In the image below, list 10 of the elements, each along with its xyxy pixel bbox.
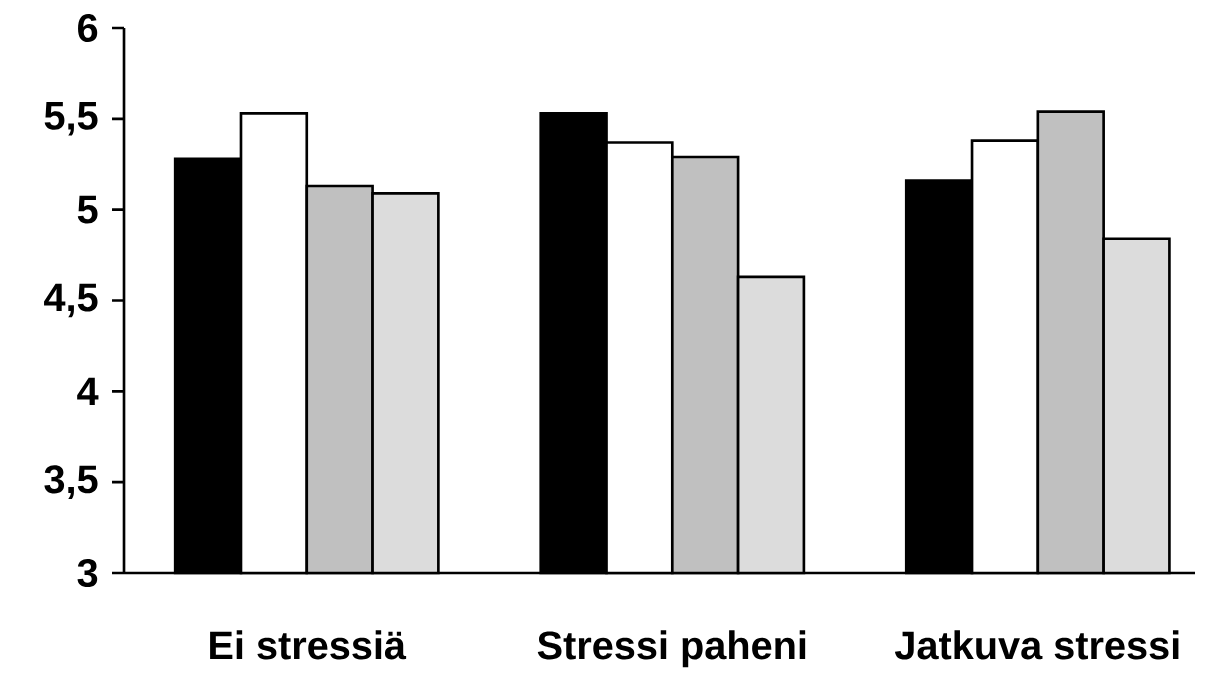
- y-tick-label: 3,5: [44, 465, 98, 500]
- x-tick-label: Jatkuva stressi: [894, 630, 1179, 660]
- y-tick-label: 4,5: [44, 283, 98, 318]
- x-tick-label: Stressi paheni: [537, 630, 806, 668]
- y-tick-label: 5: [77, 195, 98, 224]
- x-tick-label: Ei stressiä: [210, 630, 407, 660]
- y-tick-label: 4: [77, 377, 99, 405]
- y-tick-label: 5,5: [44, 102, 98, 136]
- y-tick-label: 6: [78, 13, 98, 43]
- y-tick-label: 3: [77, 558, 98, 588]
